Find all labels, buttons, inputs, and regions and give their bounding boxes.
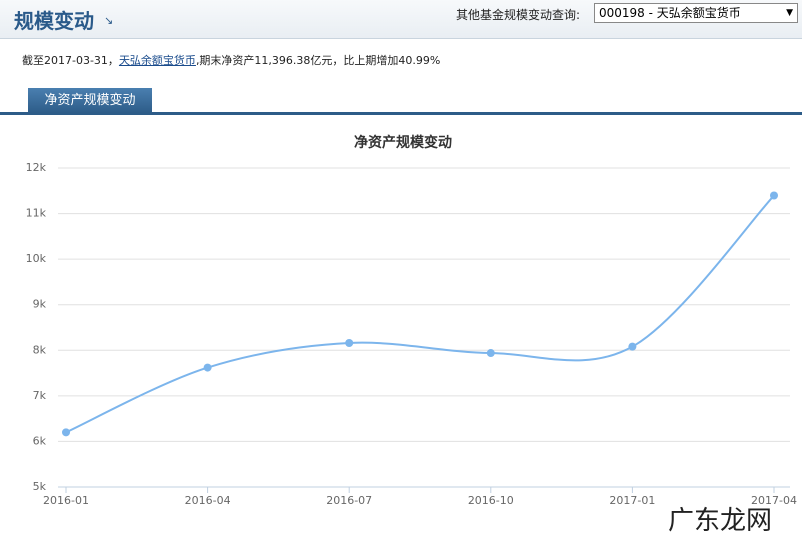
point bbox=[203, 363, 212, 372]
y-tick-label: 10k bbox=[26, 252, 47, 265]
point bbox=[486, 349, 495, 358]
line bbox=[65, 194, 775, 434]
fund-select[interactable]: 000198 - 天弘余额宝货币 ▼ bbox=[594, 3, 798, 23]
select-value: 000198 - 天弘余额宝货币 bbox=[599, 6, 741, 20]
x-tick-label: 2016-10 bbox=[468, 494, 514, 507]
header: 规模变动 ↘ 其他基金规模变动查询: 000198 - 天弘余额宝货币 ▼ bbox=[0, 0, 802, 39]
chart: 净资产规模变动 5k 6k 7k 8k 9k 10k 11k 12k 2016-01 2016-0… bbox=[26, 134, 797, 507]
page-title: 规模变动 bbox=[14, 9, 94, 33]
point bbox=[62, 428, 70, 437]
x-tick-label: 2017-04 bbox=[751, 494, 797, 507]
y-tick-label: 12k bbox=[26, 161, 47, 174]
point bbox=[628, 342, 637, 351]
watermark: 广东龙网 bbox=[668, 506, 773, 536]
x-tick-label: 2016-07 bbox=[326, 494, 372, 507]
info-line: 截至2017-03-31，天弘余额宝货币,期末净资产11,396.38亿元，比上… bbox=[22, 52, 440, 68]
dropdown-arrow: ▼ bbox=[786, 8, 793, 18]
point bbox=[770, 191, 778, 200]
x-tick-label: 2017-01 bbox=[609, 494, 655, 507]
x-tick-label: 2016-01 bbox=[43, 494, 89, 507]
query-label: 其他基金规模变动查询: bbox=[456, 8, 581, 22]
tab[interactable]: 净资产规模变动 bbox=[28, 88, 152, 113]
title-icon: ↘ bbox=[104, 14, 114, 27]
y-tick-label: 6k bbox=[33, 434, 47, 447]
fund-link[interactable]: 天弘余额宝货币 bbox=[118, 54, 196, 67]
point bbox=[345, 338, 354, 347]
tab-bar bbox=[0, 112, 802, 115]
y-tick-label: 7k bbox=[33, 389, 47, 402]
y-tick-label: 8k bbox=[33, 343, 47, 356]
info-prefix: 截至2017-03-31， bbox=[22, 54, 119, 67]
y-tick-label: 11k bbox=[26, 207, 47, 220]
chart-title: 净资产规模变动 bbox=[354, 134, 452, 151]
y-tick-label: 5k bbox=[33, 480, 47, 493]
y-tick-label: 9k bbox=[33, 298, 47, 311]
info-suffix: ,期末净资产11,396.38亿元，比上期增加40.99% bbox=[195, 54, 441, 67]
x-tick-label: 2016-04 bbox=[185, 494, 231, 507]
